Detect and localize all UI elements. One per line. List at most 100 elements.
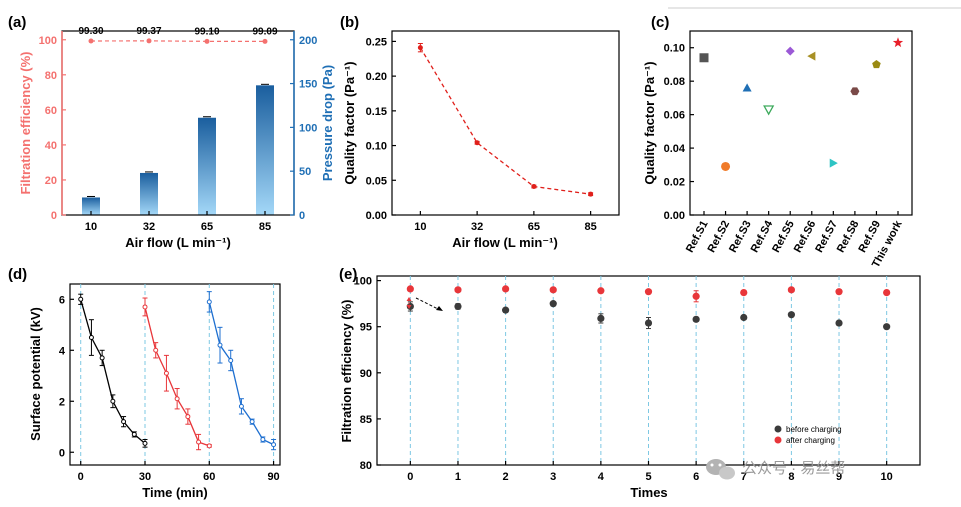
after-charging-point: [502, 285, 510, 293]
x-tick-label: 0: [78, 471, 84, 483]
panel-b-x-axis-title: Air flow (L min⁻¹): [452, 235, 558, 250]
after-charging-point: [597, 287, 605, 295]
y-tick-label: 90: [360, 368, 372, 380]
x-tick-label: 65: [528, 221, 540, 233]
efficiency-point: [88, 38, 94, 44]
panel-d-axes-frame: [69, 283, 281, 466]
panel-e-x-axis-title: Times: [630, 485, 667, 500]
before-charging-point: [740, 313, 748, 322]
panel-e-y-axis-title: Filtration efficiency (%): [339, 299, 354, 442]
after-charging-point: [644, 288, 653, 296]
surface-potential-point: [142, 440, 148, 446]
panel-a-left-axis-title: Filtration efficiency (%): [18, 51, 33, 194]
panel-d-cycle-lines: [80, 284, 275, 465]
x-tick-label: 4: [598, 471, 605, 483]
surface-potential-point: [228, 357, 234, 363]
surface-potential-line-1: [80, 299, 146, 444]
panel-a-right-axis-title: Pressure drop (Pa): [320, 65, 335, 181]
surface-potential-point: [260, 437, 266, 443]
reference-point-triangle-down: [763, 105, 775, 116]
before-charging-point: [502, 306, 510, 314]
y-tick-label: 2: [59, 396, 65, 408]
panel-b-series: [417, 42, 594, 197]
panel-d-label: (d): [8, 266, 27, 283]
reference-point-triangle-up: [742, 83, 752, 92]
panel-b-x-ticks: 10 32 65 85: [414, 211, 597, 233]
panel-a-bars: [82, 83, 274, 215]
x-tick-label: 30: [139, 471, 151, 483]
surface-potential-point: [185, 414, 191, 420]
quality-factor-line: [419, 47, 591, 195]
panel-c-y-ticks: 0.00 0.02 0.04 0.06 0.08 0.10: [664, 43, 694, 222]
panel-d-y-axis-title: Surface potential (kV): [28, 307, 43, 441]
panel-e-series: [406, 285, 891, 331]
panel-d-y-ticks: 0 2 4 6: [59, 294, 74, 459]
surface-potential-point: [217, 342, 223, 348]
after-charging-point: [549, 286, 557, 294]
surface-potential-line-2: [144, 306, 210, 447]
surface-potential-point: [88, 335, 94, 341]
legend-before-label: before charging: [786, 425, 842, 434]
before-charging-point: [692, 315, 700, 323]
surface-potential-point: [174, 396, 180, 402]
before-charging-point: [883, 323, 891, 331]
x-tick-label: 10: [85, 221, 97, 233]
surface-potential-point: [131, 431, 137, 437]
x-tick-label: 0: [407, 471, 413, 483]
before-charging-point: [597, 314, 605, 323]
x-tick-label: 32: [143, 221, 155, 233]
reference-point-star: [892, 37, 904, 48]
efficiency-point: [262, 38, 268, 44]
pressure-drop-bar: [198, 117, 216, 215]
right-tick-label: 0: [299, 210, 305, 222]
y-tick-label: 0.25: [366, 36, 387, 48]
reference-point-square: [699, 53, 709, 63]
panel-d-series: [78, 291, 277, 451]
panel-a-label: (a): [8, 14, 26, 31]
left-tick-label: 80: [45, 70, 57, 82]
after-charging-point: [883, 288, 891, 297]
y-tick-label: 85: [360, 414, 372, 426]
panel-e-x-ticks: 0 1 2 3 4 5 6 7 8 9 10: [407, 461, 893, 483]
efficiency-point: [204, 38, 210, 44]
pressure-drop-bar: [256, 85, 274, 215]
before-charging-point: [644, 319, 653, 327]
x-tick-label: 10: [414, 221, 426, 233]
panel-a-x-ticks: 10 32 65 85: [85, 211, 271, 233]
panel-a-left-ticks: 0 20 40 60 80 100: [39, 35, 66, 222]
surface-potential-point: [238, 403, 244, 409]
x-tick-label: 85: [259, 221, 271, 233]
panel-c-axes-frame: [689, 30, 913, 216]
surface-potential-point: [153, 347, 159, 353]
y-tick-label: 0.02: [664, 177, 685, 189]
surface-potential-point: [271, 442, 277, 448]
reference-point-diamond: [785, 46, 795, 56]
efficiency-data-label: 99.10: [194, 26, 219, 37]
left-tick-label: 60: [45, 105, 57, 117]
panel-c-y-axis-title: Quality factor (Pa⁻¹): [642, 61, 657, 184]
panel-c-x-ticks: Ref.S1Ref.S2Ref.S3Ref.S4Ref.S5Ref.S6Ref.…: [684, 211, 905, 270]
reference-point-triangle-right: [829, 158, 838, 168]
panel-e-legend: before charging after charging: [774, 425, 842, 445]
panel-c: (c) 0.00 0.02 0.04 0.06 0.08 0.10 Ref.S1Ref.S…: [642, 14, 913, 270]
right-tick-label: 100: [299, 122, 317, 134]
left-tick-label: 0: [51, 210, 57, 222]
x-tick-label: 5: [645, 471, 651, 483]
y-tick-label: 6: [59, 294, 65, 306]
right-tick-label: 200: [299, 35, 317, 47]
x-tick-label: 7: [741, 471, 747, 483]
reference-point-pentagon: [872, 59, 881, 69]
panel-c-points: [699, 37, 904, 171]
x-tick-label: 32: [471, 221, 483, 233]
panel-b-label: (b): [340, 14, 359, 31]
x-tick-label: 85: [585, 221, 597, 233]
panel-c-label: (c): [651, 14, 669, 31]
surface-potential-point: [99, 355, 105, 361]
surface-potential-point: [196, 439, 202, 445]
panel-a-x-axis-title: Air flow (L min⁻¹): [125, 235, 231, 250]
before-charging-point: [549, 300, 557, 308]
y-tick-label: 0.08: [664, 76, 685, 88]
panel-d-x-ticks: 0 30 60 90: [78, 461, 280, 483]
